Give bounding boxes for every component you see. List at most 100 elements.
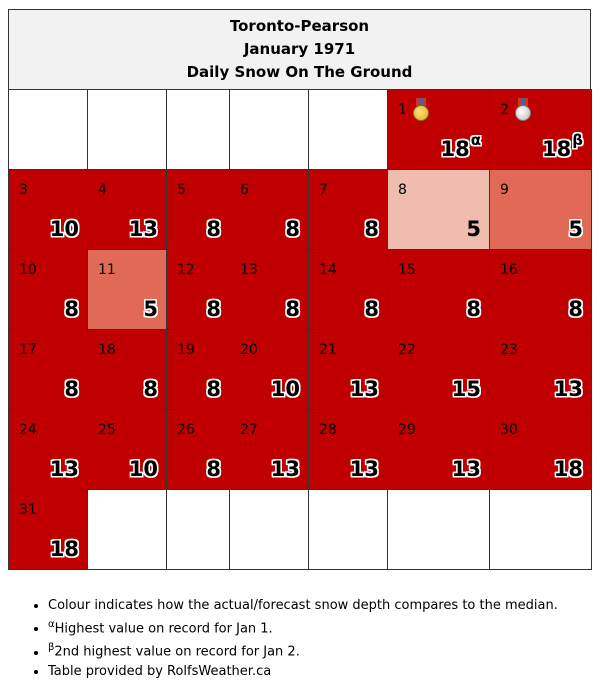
day-number: 2 bbox=[500, 102, 509, 118]
day-number: 26 bbox=[177, 422, 195, 438]
day-cell: 24 13 bbox=[8, 409, 88, 490]
day-number: 20 bbox=[240, 342, 258, 358]
snow-depth-value: 5 bbox=[143, 297, 158, 321]
day-number: 24 bbox=[19, 422, 37, 438]
month-label: January 1971 bbox=[243, 40, 356, 58]
day-cell: 17 8 bbox=[8, 329, 88, 410]
snow-depth-number: 8 bbox=[206, 457, 221, 481]
footnote-item: Colour indicates how the actual/forecast… bbox=[48, 596, 558, 615]
day-number: 31 bbox=[19, 502, 37, 518]
day-number: 21 bbox=[319, 342, 337, 358]
day-number: 1 bbox=[398, 102, 407, 118]
snow-depth-number: 8 bbox=[364, 217, 379, 241]
snow-depth-value: 10 bbox=[271, 377, 300, 401]
calendar-grid: 1 18 α 2 18 β 3 10 4 13 5 8 6 8 7 8 8 5 9 5 10 8 11 5 12 8 13 8 14 8 1… bbox=[8, 89, 592, 570]
day-cell: 10 8 bbox=[8, 249, 88, 330]
week-row: 3 10 4 13 5 8 6 8 7 8 8 5 9 5 bbox=[8, 169, 592, 250]
footnote-marker: β bbox=[48, 642, 55, 654]
day-number: 11 bbox=[98, 262, 116, 278]
snow-depth-value: 8 bbox=[143, 377, 158, 401]
day-number: 10 bbox=[19, 262, 37, 278]
snow-depth-value: 13 bbox=[350, 377, 379, 401]
snow-depth-number: 8 bbox=[64, 377, 79, 401]
day-number: 17 bbox=[19, 342, 37, 358]
station-name: Toronto-Pearson bbox=[229, 17, 370, 35]
day-number: 22 bbox=[398, 342, 416, 358]
snow-depth-value: 8 bbox=[466, 297, 481, 321]
snow-depth-value: 8 bbox=[64, 377, 79, 401]
day-number: 9 bbox=[500, 182, 509, 198]
day-cell: 15 8 bbox=[387, 249, 490, 330]
week-row: 10 8 11 5 12 8 13 8 14 8 15 8 16 8 bbox=[8, 249, 592, 330]
record-marker: β bbox=[572, 131, 583, 149]
week-row: 31 18 bbox=[8, 489, 592, 570]
empty-day-cell bbox=[229, 489, 309, 570]
week-row: 24 13 25 10 26 8 27 13 28 13 29 13 30 18 bbox=[8, 409, 592, 490]
day-cell: 28 13 bbox=[308, 409, 388, 490]
snow-depth-value: 15 bbox=[452, 377, 481, 401]
snow-depth-value: 8 bbox=[285, 217, 300, 241]
day-number: 8 bbox=[398, 182, 407, 198]
day-number: 3 bbox=[19, 182, 28, 198]
day-number: 23 bbox=[500, 342, 518, 358]
snow-depth-number: 5 bbox=[143, 297, 158, 321]
footnote-text: 2nd highest value on record for Jan 2. bbox=[54, 644, 300, 660]
snow-depth-value: 18 β bbox=[542, 131, 583, 161]
snow-depth-value: 18 α bbox=[440, 131, 481, 161]
day-cell: 4 13 bbox=[87, 169, 167, 250]
snow-depth-value: 8 bbox=[206, 377, 221, 401]
footnotes: Colour indicates how the actual/forecast… bbox=[30, 596, 558, 681]
snow-calendar: Toronto-Pearson January 1971 Daily Snow … bbox=[8, 9, 592, 570]
snow-depth-number: 8 bbox=[143, 377, 158, 401]
day-number: 19 bbox=[177, 342, 195, 358]
day-number: 14 bbox=[319, 262, 337, 278]
snow-depth-value: 5 bbox=[466, 217, 481, 241]
empty-day-cell bbox=[87, 89, 167, 170]
day-cell: 18 8 bbox=[87, 329, 167, 410]
day-number: 30 bbox=[500, 422, 518, 438]
day-number: 5 bbox=[177, 182, 186, 198]
snow-depth-number: 18 bbox=[553, 457, 583, 481]
snow-depth-value: 8 bbox=[364, 297, 379, 321]
record-marker: α bbox=[470, 131, 481, 149]
snow-depth-number: 5 bbox=[568, 217, 583, 241]
day-number: 27 bbox=[240, 422, 258, 438]
day-number: 15 bbox=[398, 262, 416, 278]
snow-depth-value: 8 bbox=[206, 217, 221, 241]
day-number: 18 bbox=[98, 342, 116, 358]
snow-depth-number: 10 bbox=[128, 457, 158, 481]
snow-depth-number: 8 bbox=[206, 217, 221, 241]
day-cell: 12 8 bbox=[166, 249, 230, 330]
snow-depth-number: 18 bbox=[440, 137, 470, 161]
snow-depth-value: 18 bbox=[554, 457, 583, 481]
snow-depth-number: 18 bbox=[49, 537, 79, 561]
day-cell: 14 8 bbox=[308, 249, 388, 330]
day-number: 12 bbox=[177, 262, 195, 278]
day-cell: 21 13 bbox=[308, 329, 388, 410]
snow-depth-value: 13 bbox=[271, 457, 300, 481]
day-number: 16 bbox=[500, 262, 518, 278]
snow-depth-value: 13 bbox=[350, 457, 379, 481]
gold-medal-icon bbox=[412, 98, 430, 122]
snow-depth-number: 18 bbox=[542, 137, 572, 161]
day-cell: 31 18 bbox=[8, 489, 88, 570]
snow-depth-value: 13 bbox=[554, 377, 583, 401]
snow-depth-number: 5 bbox=[466, 217, 481, 241]
day-cell: 19 8 bbox=[166, 329, 230, 410]
snow-depth-number: 13 bbox=[49, 457, 79, 481]
empty-day-cell bbox=[229, 89, 309, 170]
empty-day-cell bbox=[308, 489, 388, 570]
day-number: 25 bbox=[98, 422, 116, 438]
empty-day-cell bbox=[166, 89, 230, 170]
day-cell: 2 18 β bbox=[489, 89, 592, 170]
snow-depth-number: 8 bbox=[206, 377, 221, 401]
empty-day-cell bbox=[87, 489, 167, 570]
snow-depth-number: 10 bbox=[270, 377, 300, 401]
snow-depth-number: 13 bbox=[451, 457, 481, 481]
snow-depth-number: 13 bbox=[553, 377, 583, 401]
empty-day-cell bbox=[8, 89, 88, 170]
day-cell: 13 8 bbox=[229, 249, 309, 330]
